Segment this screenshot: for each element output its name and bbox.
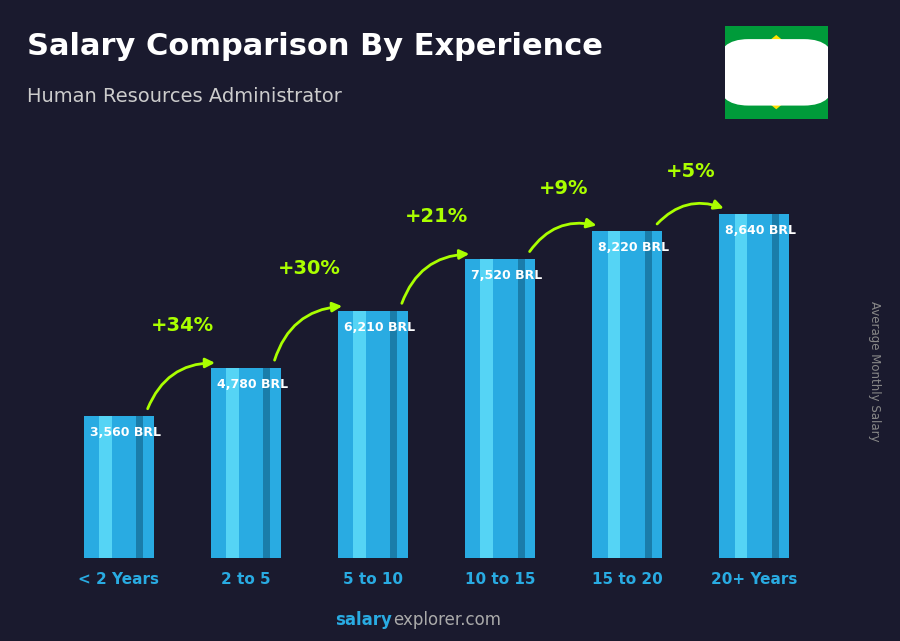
FancyArrowPatch shape xyxy=(401,251,466,303)
Text: +30%: +30% xyxy=(278,259,341,278)
FancyArrowPatch shape xyxy=(657,201,721,224)
Bar xyxy=(465,258,535,558)
Text: Human Resources Administrator: Human Resources Administrator xyxy=(27,87,342,106)
Text: +5%: +5% xyxy=(666,162,716,181)
Text: +34%: +34% xyxy=(150,316,214,335)
Bar xyxy=(264,367,270,558)
Bar xyxy=(211,367,281,558)
FancyArrowPatch shape xyxy=(148,359,211,409)
Bar xyxy=(772,214,778,558)
Bar xyxy=(481,258,493,558)
Circle shape xyxy=(748,47,805,97)
Text: 8,220 BRL: 8,220 BRL xyxy=(598,241,669,254)
Text: 4,780 BRL: 4,780 BRL xyxy=(217,378,288,390)
FancyArrowPatch shape xyxy=(529,219,593,251)
Text: explorer.com: explorer.com xyxy=(393,612,501,629)
Text: 7,520 BRL: 7,520 BRL xyxy=(471,269,542,281)
Text: salary: salary xyxy=(335,612,392,629)
Bar xyxy=(391,311,398,558)
Text: 8,640 BRL: 8,640 BRL xyxy=(725,224,796,237)
Bar xyxy=(136,416,143,558)
Polygon shape xyxy=(732,35,821,110)
Bar xyxy=(608,231,620,558)
Bar xyxy=(592,231,662,558)
Bar xyxy=(226,367,239,558)
Bar xyxy=(518,258,525,558)
FancyBboxPatch shape xyxy=(717,39,835,106)
Bar xyxy=(719,214,789,558)
Bar xyxy=(354,311,366,558)
Text: Average Monthly Salary: Average Monthly Salary xyxy=(868,301,881,442)
Text: Salary Comparison By Experience: Salary Comparison By Experience xyxy=(27,32,603,61)
Bar xyxy=(644,231,652,558)
FancyArrowPatch shape xyxy=(274,303,339,360)
Text: +9%: +9% xyxy=(539,179,589,198)
Text: 6,210 BRL: 6,210 BRL xyxy=(344,320,415,334)
Bar xyxy=(99,416,112,558)
Text: +21%: +21% xyxy=(405,207,468,226)
Bar xyxy=(338,311,408,558)
Bar xyxy=(734,214,747,558)
Text: 3,560 BRL: 3,560 BRL xyxy=(89,426,160,439)
Bar xyxy=(84,416,154,558)
